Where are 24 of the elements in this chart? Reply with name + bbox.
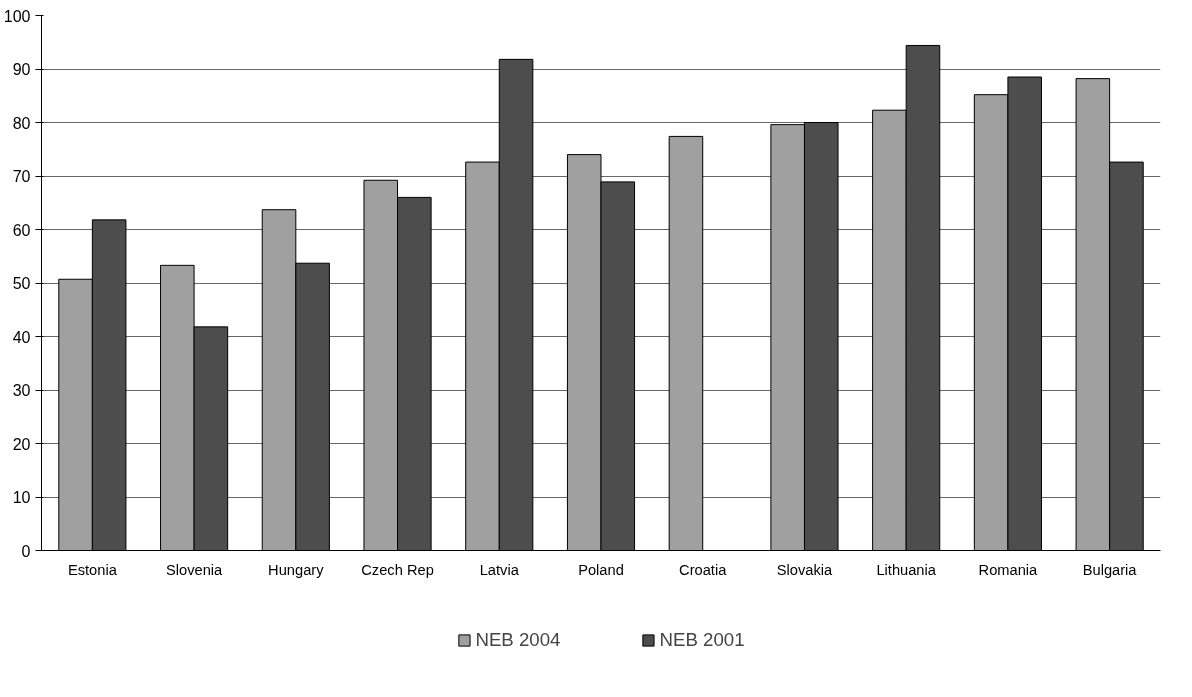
x-tick-label: Hungary: [268, 561, 325, 578]
x-tick-label: Slovenia: [165, 561, 224, 578]
y-tick-label: 100: [3, 7, 31, 25]
x-tick-label: Bulgaria: [1082, 561, 1138, 578]
x-tick-label: Croatia: [679, 561, 728, 578]
y-tick-label: 60: [12, 221, 31, 239]
x-tick-label: Romania: [978, 561, 1039, 578]
y-tick-label: 40: [12, 328, 31, 346]
y-tick-label: 10: [12, 489, 31, 506]
legend-label: NEB 2001: [659, 629, 745, 651]
x-tick-label: Estonia: [67, 561, 118, 578]
y-tick-label: 30: [12, 382, 31, 399]
x-tick-label: Lithuania: [876, 561, 937, 578]
legend-label: NEB 2004: [475, 629, 561, 651]
y-tick-label: 20: [12, 435, 31, 453]
y-tick-label: 80: [12, 114, 31, 132]
y-tick-label: 70: [12, 168, 31, 185]
x-tick-label: Latvia: [479, 561, 520, 578]
x-tick-label: Poland: [578, 561, 624, 578]
y-tick-label: 50: [12, 275, 31, 292]
y-tick-label: 90: [12, 61, 31, 78]
x-tick-label: Slovakia: [776, 561, 833, 578]
x-tick-label: Czech Rep: [361, 561, 434, 578]
y-tick-label: 0: [21, 542, 31, 560]
